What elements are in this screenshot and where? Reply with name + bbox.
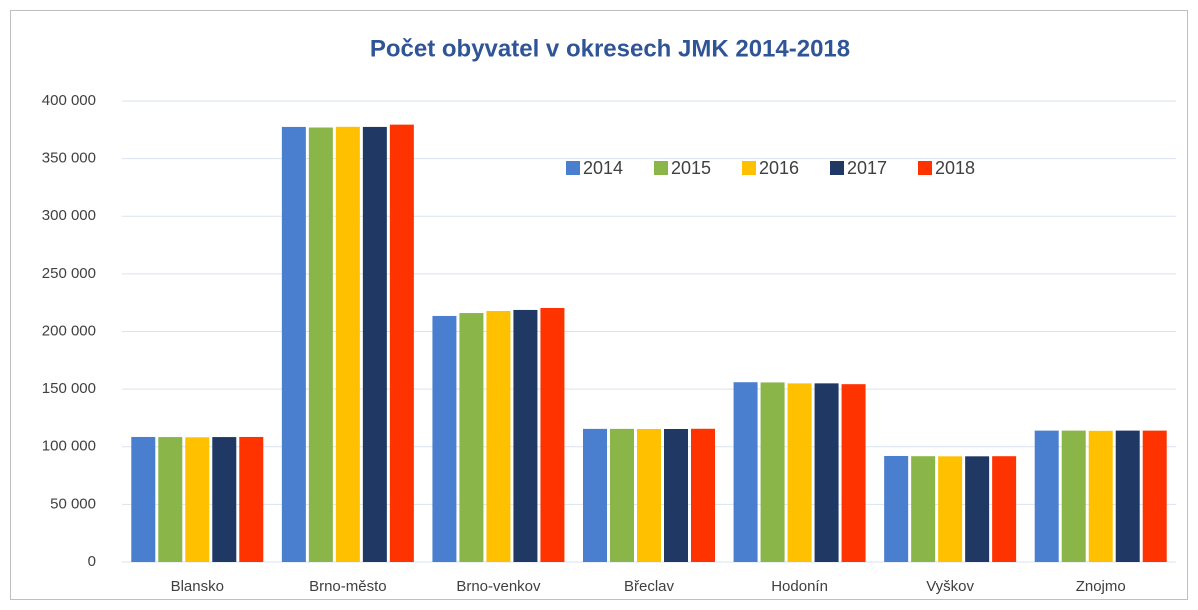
bar (513, 309, 538, 562)
x-tick-label: Vyškov (926, 578, 974, 595)
y-tick-label: 300 000 (42, 207, 96, 224)
bar (691, 428, 715, 562)
bar (965, 456, 990, 562)
y-tick-label: 250 000 (42, 265, 96, 282)
bar (637, 429, 661, 562)
bar (814, 383, 839, 562)
bar (787, 383, 812, 562)
bar (733, 382, 758, 562)
bar (664, 429, 688, 562)
bar (760, 382, 785, 562)
x-tick-label: Znojmo (1076, 578, 1126, 595)
y-tick-label: 350 000 (42, 150, 96, 167)
legend-swatch (566, 161, 580, 175)
bar (389, 124, 414, 562)
bar (1061, 430, 1086, 562)
bar (911, 456, 936, 562)
bar (583, 428, 607, 562)
legend-swatch (742, 161, 756, 175)
bar (992, 456, 1017, 562)
bar (459, 313, 484, 562)
bar (486, 310, 511, 562)
bar (432, 315, 457, 562)
x-tick-label: Blansko (171, 578, 224, 595)
y-tick-label: 100 000 (42, 438, 96, 455)
legend-label: 2015 (671, 158, 711, 178)
bar (185, 437, 210, 562)
legend-label: 2016 (759, 158, 799, 178)
y-tick-label: 150 000 (42, 380, 96, 397)
y-tick-label: 200 000 (42, 322, 96, 339)
bar (212, 437, 237, 562)
bar (540, 307, 565, 562)
x-tick-label: Brno-město (309, 578, 387, 595)
bar (239, 436, 264, 562)
bar (1034, 430, 1059, 562)
bar (938, 456, 963, 562)
legend-label: 2017 (847, 158, 887, 178)
bar (841, 384, 866, 562)
bar (158, 437, 183, 562)
x-tick-label: Brno-venkov (456, 578, 541, 595)
legend-label: 2014 (583, 158, 623, 178)
x-tick-label: Hodonín (771, 578, 828, 595)
bar (131, 436, 156, 562)
y-tick-label: 400 000 (42, 92, 96, 109)
chart-title: Počet obyvatel v okresech JMK 2014-2018 (370, 35, 850, 62)
bar (281, 126, 306, 563)
x-tick-label: Břeclav (624, 578, 675, 595)
bar (362, 126, 387, 563)
legend-swatch (654, 161, 668, 175)
legend-label: 2018 (935, 158, 975, 178)
bar (1115, 430, 1140, 562)
legend-swatch (830, 161, 844, 175)
bar (335, 126, 360, 562)
bar (308, 127, 333, 562)
y-tick-label: 0 (88, 553, 96, 570)
bar (884, 455, 909, 562)
bar (610, 428, 634, 562)
y-tick-label: 50 000 (50, 495, 96, 512)
legend-swatch (918, 161, 932, 175)
bar (1088, 430, 1113, 562)
bar (1142, 430, 1167, 562)
